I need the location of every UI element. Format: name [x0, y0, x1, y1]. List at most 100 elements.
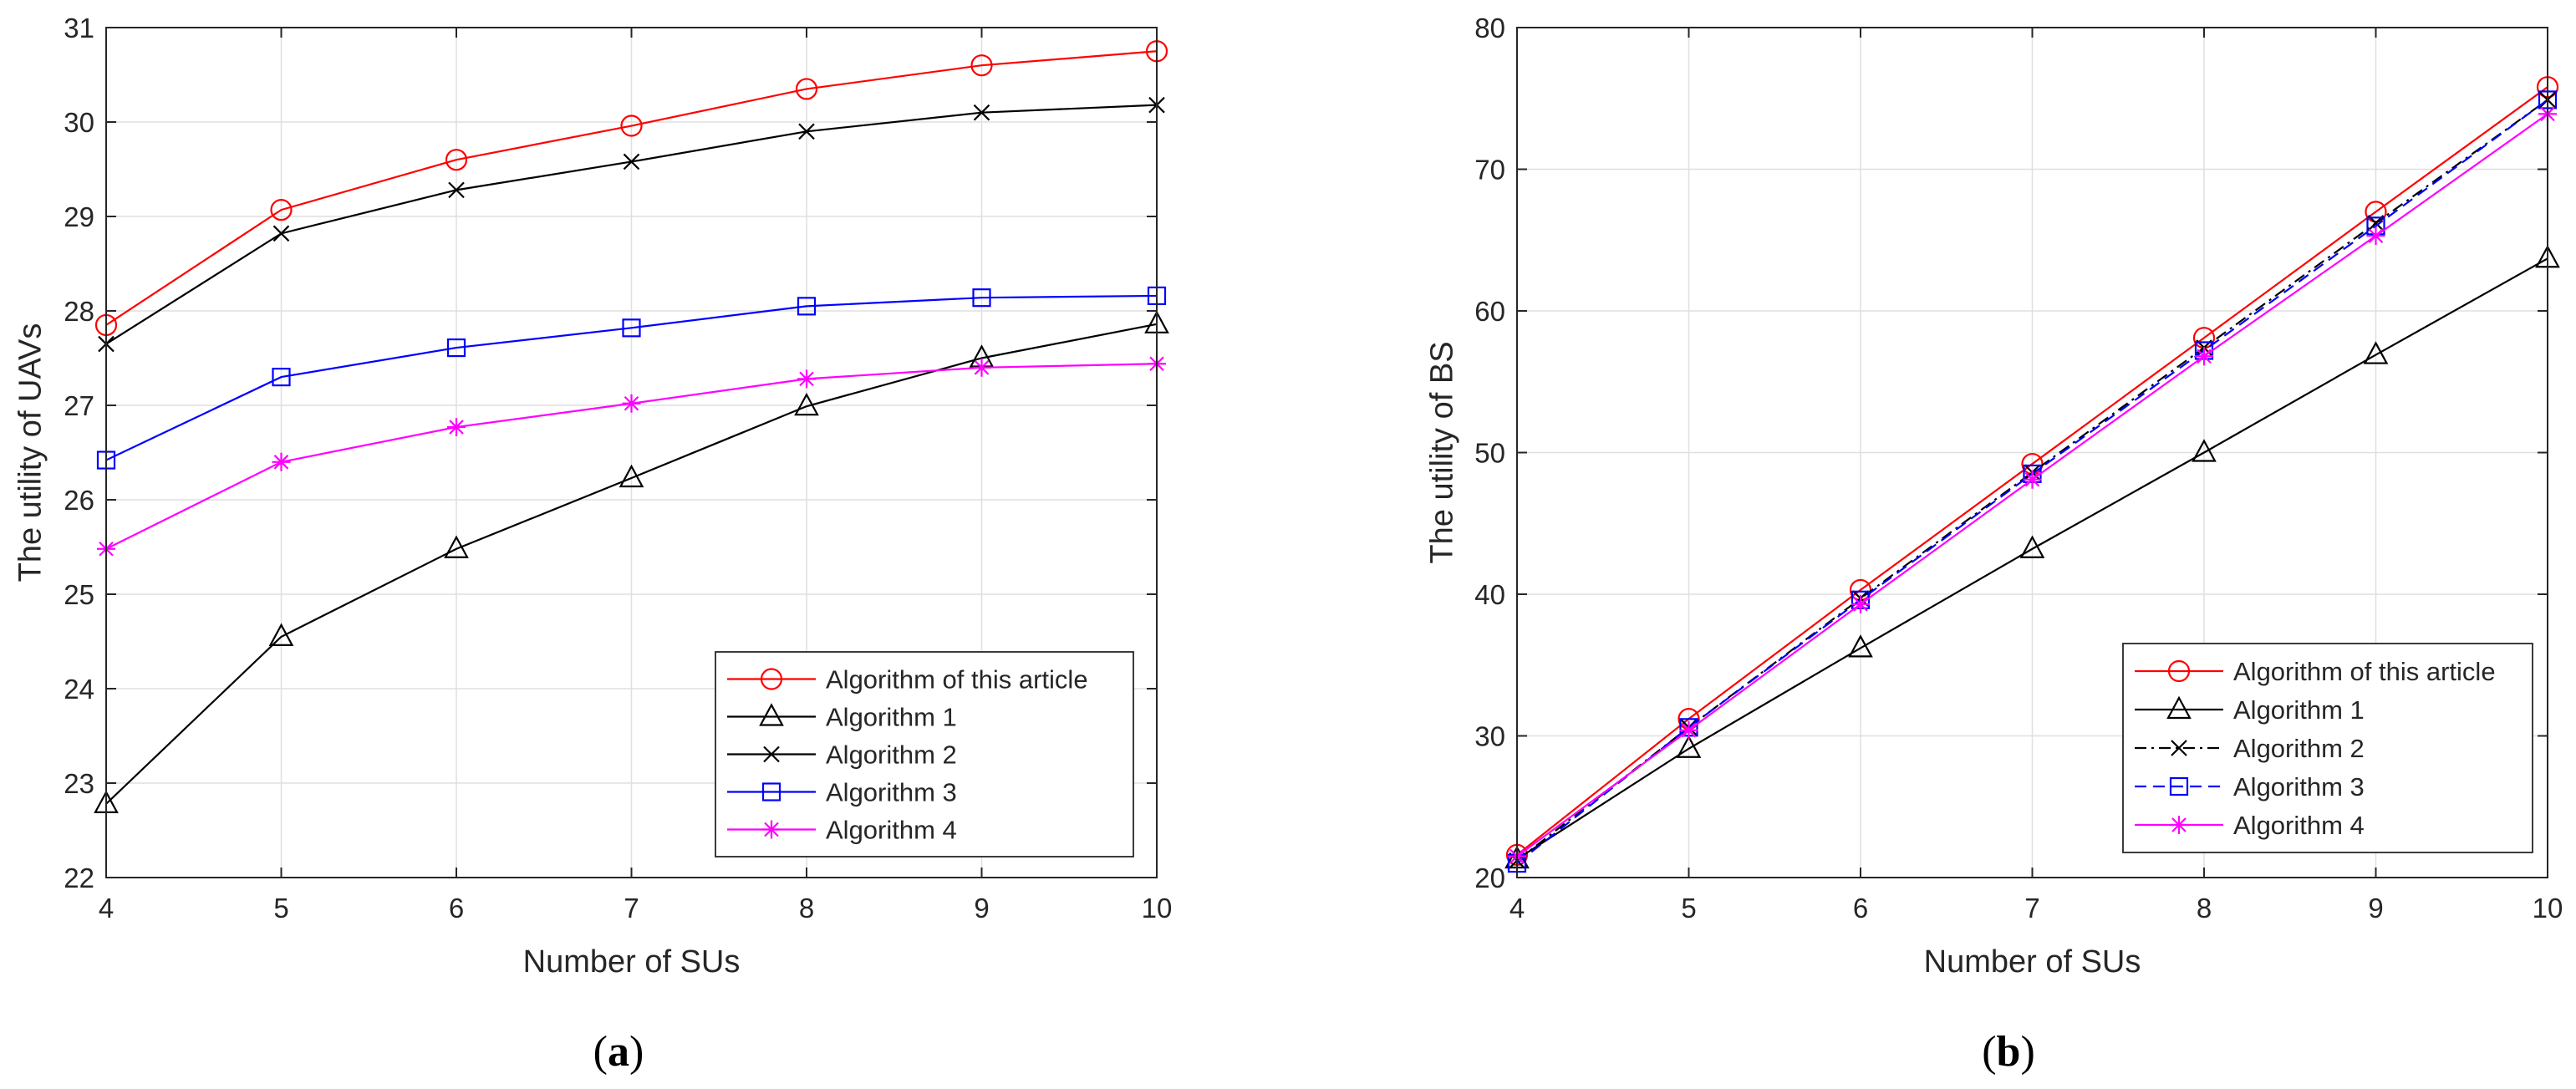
series-2 — [1504, 244, 2560, 869]
x-tick-label: 4 — [1509, 893, 1525, 924]
y-tick-label: 80 — [1474, 13, 1505, 43]
caption-close-paren: ) — [2020, 1028, 2034, 1076]
legend-item: Algorithm 2 — [2135, 734, 2365, 763]
series-line — [105, 50, 1158, 326]
legend-label: Algorithm 4 — [826, 816, 957, 845]
legend-item: Algorithm 4 — [2135, 811, 2365, 840]
x-axis: 4 5 6 7 8 9 10 — [99, 28, 1173, 924]
legend-item: Algorithm 4 — [727, 816, 957, 845]
x-axis-title: Number of SUs — [523, 944, 741, 980]
data-point-asterisk — [622, 394, 641, 413]
y-tick-label: 22 — [64, 863, 94, 893]
data-point-asterisk — [447, 417, 466, 436]
data-point-circle — [795, 78, 818, 100]
data-point-asterisk — [1851, 594, 1870, 613]
x-tick-label: 7 — [624, 893, 639, 924]
data-point-triangle — [2019, 535, 2045, 558]
legend-marker-square — [2169, 776, 2189, 796]
series-line — [105, 323, 1158, 805]
data-point-square — [446, 338, 466, 358]
legend: Algorithm of this article Algorithm 1 Algo… — [715, 651, 1134, 857]
y-tick-label: 30 — [64, 107, 94, 138]
y-tick-label: 24 — [64, 674, 94, 705]
chart-panel-a: 4 5 6 7 8 9 10 22 23 24 25 26 27 28 29 30 31 Number of SU… — [13, 13, 1172, 980]
y-tick-label: 30 — [1474, 721, 1505, 752]
x-tick-label: 4 — [99, 893, 114, 924]
legend-marker-asterisk — [2170, 816, 2188, 834]
y-tick-label: 28 — [64, 296, 94, 327]
data-point-asterisk — [2023, 470, 2042, 489]
x-tick-label: 5 — [273, 893, 288, 924]
caption-letter: a — [608, 1028, 629, 1076]
data-point-triangle — [1848, 634, 1873, 658]
series-4 — [96, 286, 1167, 470]
y-tick-label: 50 — [1474, 438, 1505, 469]
x-tick-label: 9 — [2368, 893, 2383, 924]
legend-item: Algorithm 3 — [2135, 772, 2365, 801]
x-tick-label: 10 — [2533, 893, 2563, 924]
series-line — [1516, 257, 2548, 860]
y-tick-label: 25 — [64, 579, 94, 610]
x-tick-label: 9 — [974, 893, 989, 924]
legend-marker-triangle — [759, 703, 784, 726]
legend-label: Algorithm of this article — [826, 665, 1088, 695]
data-point-triangle — [444, 535, 469, 558]
legend: Algorithm of this article Algorithm 1 Algo… — [2122, 643, 2533, 853]
y-tick-label: 70 — [1474, 155, 1505, 186]
x-tick-label: 10 — [1142, 893, 1173, 924]
data-point-x — [973, 104, 990, 121]
panel-caption-a: (a) — [593, 1028, 644, 1076]
y-tick-label: 29 — [64, 201, 94, 232]
x-tick-label: 6 — [1853, 893, 1868, 924]
data-point-x — [798, 123, 815, 140]
x-tick-label: 7 — [2024, 893, 2039, 924]
data-point-asterisk — [972, 358, 991, 377]
data-point-square — [272, 368, 291, 387]
data-point-asterisk — [2366, 226, 2385, 246]
legend-label: Algorithm of this article — [2233, 657, 2496, 686]
legend-item: Algorithm 2 — [727, 740, 957, 770]
legend-label: Algorithm 3 — [826, 778, 957, 807]
legend-marker-x — [763, 746, 780, 763]
data-point-circle — [2365, 201, 2387, 223]
legend-item: Algorithm 1 — [2135, 695, 2365, 725]
series-line — [105, 294, 1158, 461]
y-axis-title: The utility of UAVs — [13, 323, 48, 583]
caption-letter: b — [1997, 1028, 2021, 1076]
legend-label: Algorithm 1 — [2233, 695, 2365, 725]
legend-item: Algorithm 3 — [727, 778, 957, 807]
y-tick-label: 26 — [64, 485, 94, 516]
y-tick-label: 40 — [1474, 579, 1505, 610]
legend-marker-x — [2171, 740, 2187, 756]
data-point-asterisk — [1679, 720, 1698, 740]
data-point-circle — [270, 198, 293, 221]
legend-marker-circle — [760, 668, 783, 690]
data-point-triangle — [268, 623, 294, 646]
chart-panel-b: 4 5 6 7 8 9 10 20 30 40 50 60 70 80 Number of SUs The u… — [1424, 13, 2563, 980]
data-point-square — [972, 288, 991, 308]
legend-item: Algorithm 1 — [727, 703, 957, 732]
data-point-square — [622, 318, 641, 338]
x-tick-label: 6 — [449, 893, 464, 924]
data-point-triangle — [1676, 735, 1702, 758]
data-point-triangle — [2192, 439, 2217, 462]
y-axis-title: The utility of BS — [1424, 341, 1459, 563]
data-point-triangle — [619, 464, 644, 488]
y-axis: 22 23 24 25 26 27 28 29 30 31 — [64, 13, 1157, 893]
legend-marker-asterisk — [762, 820, 781, 839]
x-tick-label: 8 — [2197, 893, 2212, 924]
data-point-asterisk — [797, 369, 816, 389]
legend-item: Algorithm of this article — [2135, 657, 2496, 686]
legend-label: Algorithm 2 — [2233, 734, 2365, 763]
legend-label: Algorithm 2 — [826, 740, 957, 770]
legend-label: Algorithm 4 — [2233, 811, 2365, 840]
x-tick-label: 8 — [799, 893, 814, 924]
x-axis-title: Number of SUs — [1924, 944, 2141, 980]
data-point-asterisk — [2195, 347, 2213, 366]
legend-marker-triangle — [2166, 695, 2192, 720]
x-tick-label: 5 — [1681, 893, 1696, 924]
data-point-x — [448, 181, 465, 199]
caption-open-paren: ( — [593, 1028, 608, 1076]
y-axis: 20 30 40 50 60 70 80 — [1474, 13, 2548, 893]
data-point-triangle — [794, 392, 819, 416]
